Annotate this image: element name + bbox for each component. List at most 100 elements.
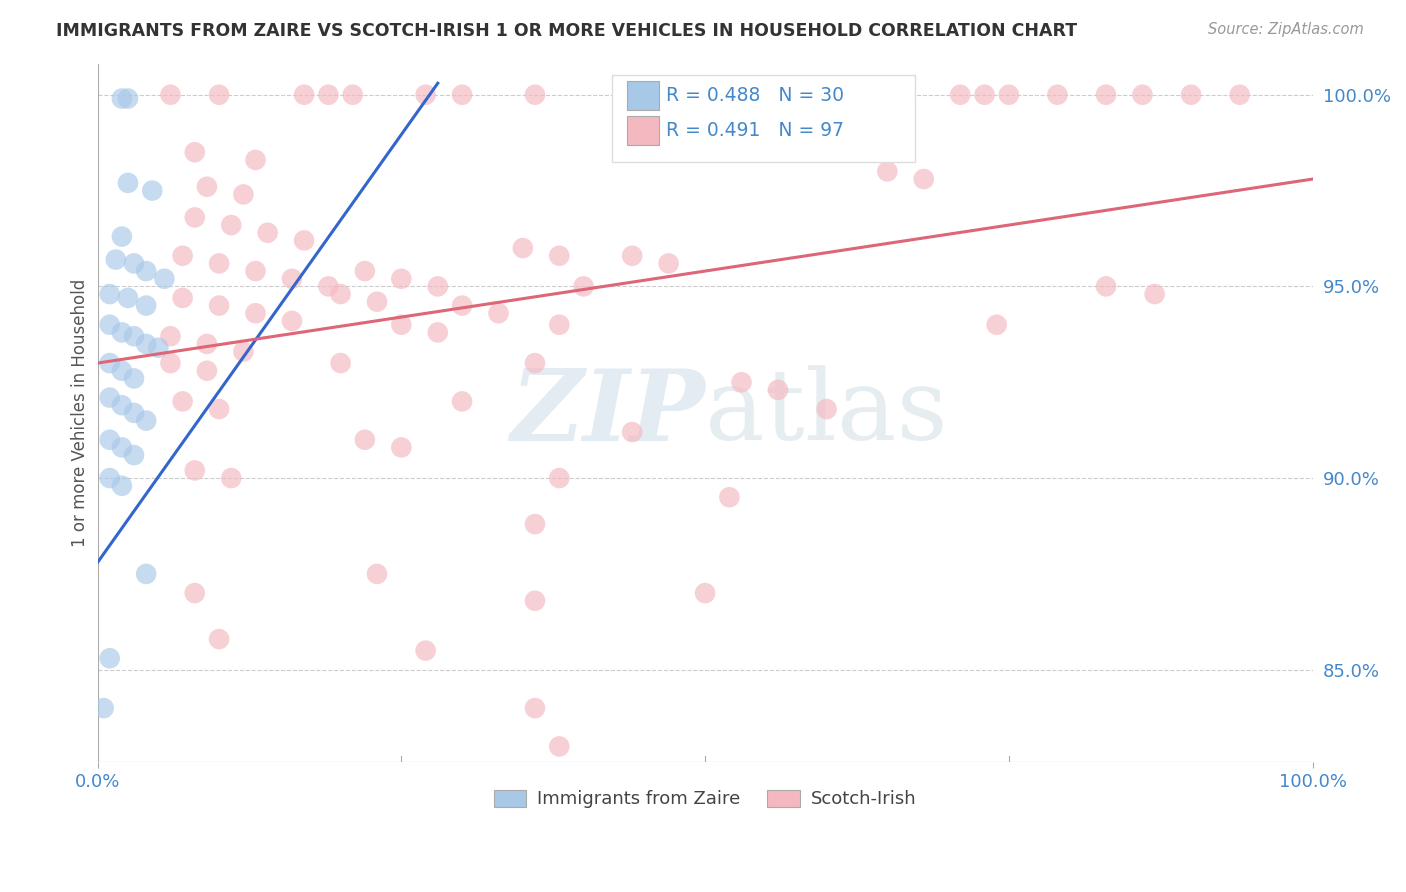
Point [208,87,231,102]
Point [523,87,546,102]
Point [1143,287,1166,301]
Text: Source: ZipAtlas.com: Source: ZipAtlas.com [1208,22,1364,37]
Point [122,329,145,343]
Point [111,441,134,455]
Point [523,517,546,532]
FancyBboxPatch shape [627,116,659,145]
Point [159,87,181,102]
Point [98,356,121,370]
Text: R = 0.491   N = 97: R = 0.491 N = 97 [666,121,844,140]
Point [98,287,121,301]
Point [548,249,571,263]
Point [111,229,134,244]
Point [621,425,644,439]
Point [104,252,127,267]
Point [159,356,181,370]
Point [195,337,218,351]
Point [523,701,546,715]
Point [572,279,595,293]
Legend: Immigrants from Zaire, Scotch-Irish: Immigrants from Zaire, Scotch-Irish [486,782,924,815]
Point [184,586,207,600]
Point [354,433,377,447]
Point [548,318,571,332]
Point [232,344,254,359]
Point [718,490,741,504]
Point [117,176,139,190]
Point [548,739,571,754]
Point [512,241,534,255]
Point [389,271,412,285]
Point [998,87,1021,102]
Point [208,402,231,417]
Point [693,586,716,600]
Point [256,226,278,240]
Point [415,643,437,657]
FancyBboxPatch shape [627,80,659,110]
Point [329,356,352,370]
Point [426,279,449,293]
Point [98,318,121,332]
Point [122,406,145,420]
Point [366,294,388,309]
Point [1046,87,1069,102]
Point [232,187,254,202]
Point [122,371,145,385]
Point [658,256,681,270]
Point [153,271,176,285]
Point [98,391,121,405]
Point [451,394,474,409]
Point [730,376,752,390]
Point [111,364,134,378]
Point [366,566,388,581]
Point [318,279,340,293]
Point [548,471,571,485]
Point [281,271,304,285]
FancyBboxPatch shape [612,75,915,161]
Point [281,314,304,328]
Point [986,318,1008,332]
Point [135,337,157,351]
Point [184,145,207,160]
Point [111,398,134,412]
Text: IMMIGRANTS FROM ZAIRE VS SCOTCH-IRISH 1 OR MORE VEHICLES IN HOUSEHOLD CORRELATIO: IMMIGRANTS FROM ZAIRE VS SCOTCH-IRISH 1 … [56,22,1077,40]
Point [1229,87,1251,102]
Point [912,172,935,186]
Point [426,326,449,340]
Point [451,87,474,102]
Point [135,299,157,313]
Point [148,341,170,355]
Point [98,471,121,485]
Point [122,448,145,462]
Point [292,87,315,102]
Point [195,179,218,194]
Point [1180,87,1202,102]
Point [1095,279,1118,293]
Point [815,402,838,417]
Point [621,249,644,263]
Point [172,291,194,305]
Point [111,91,134,105]
Text: R = 0.488   N = 30: R = 0.488 N = 30 [666,86,844,104]
Point [415,87,437,102]
Point [245,306,267,320]
Point [766,87,789,102]
Point [93,701,115,715]
Point [949,87,972,102]
Point [766,383,789,397]
Point [111,479,134,493]
Point [318,87,340,102]
Point [973,87,995,102]
Point [172,249,194,263]
Point [208,256,231,270]
Point [117,291,139,305]
Point [389,441,412,455]
Y-axis label: 1 or more Vehicles in Household: 1 or more Vehicles in Household [72,279,89,547]
Point [117,91,139,105]
Point [98,433,121,447]
Text: ZIP: ZIP [510,365,704,461]
Point [451,299,474,313]
Point [159,329,181,343]
Point [245,264,267,278]
Point [184,211,207,225]
Point [98,651,121,665]
